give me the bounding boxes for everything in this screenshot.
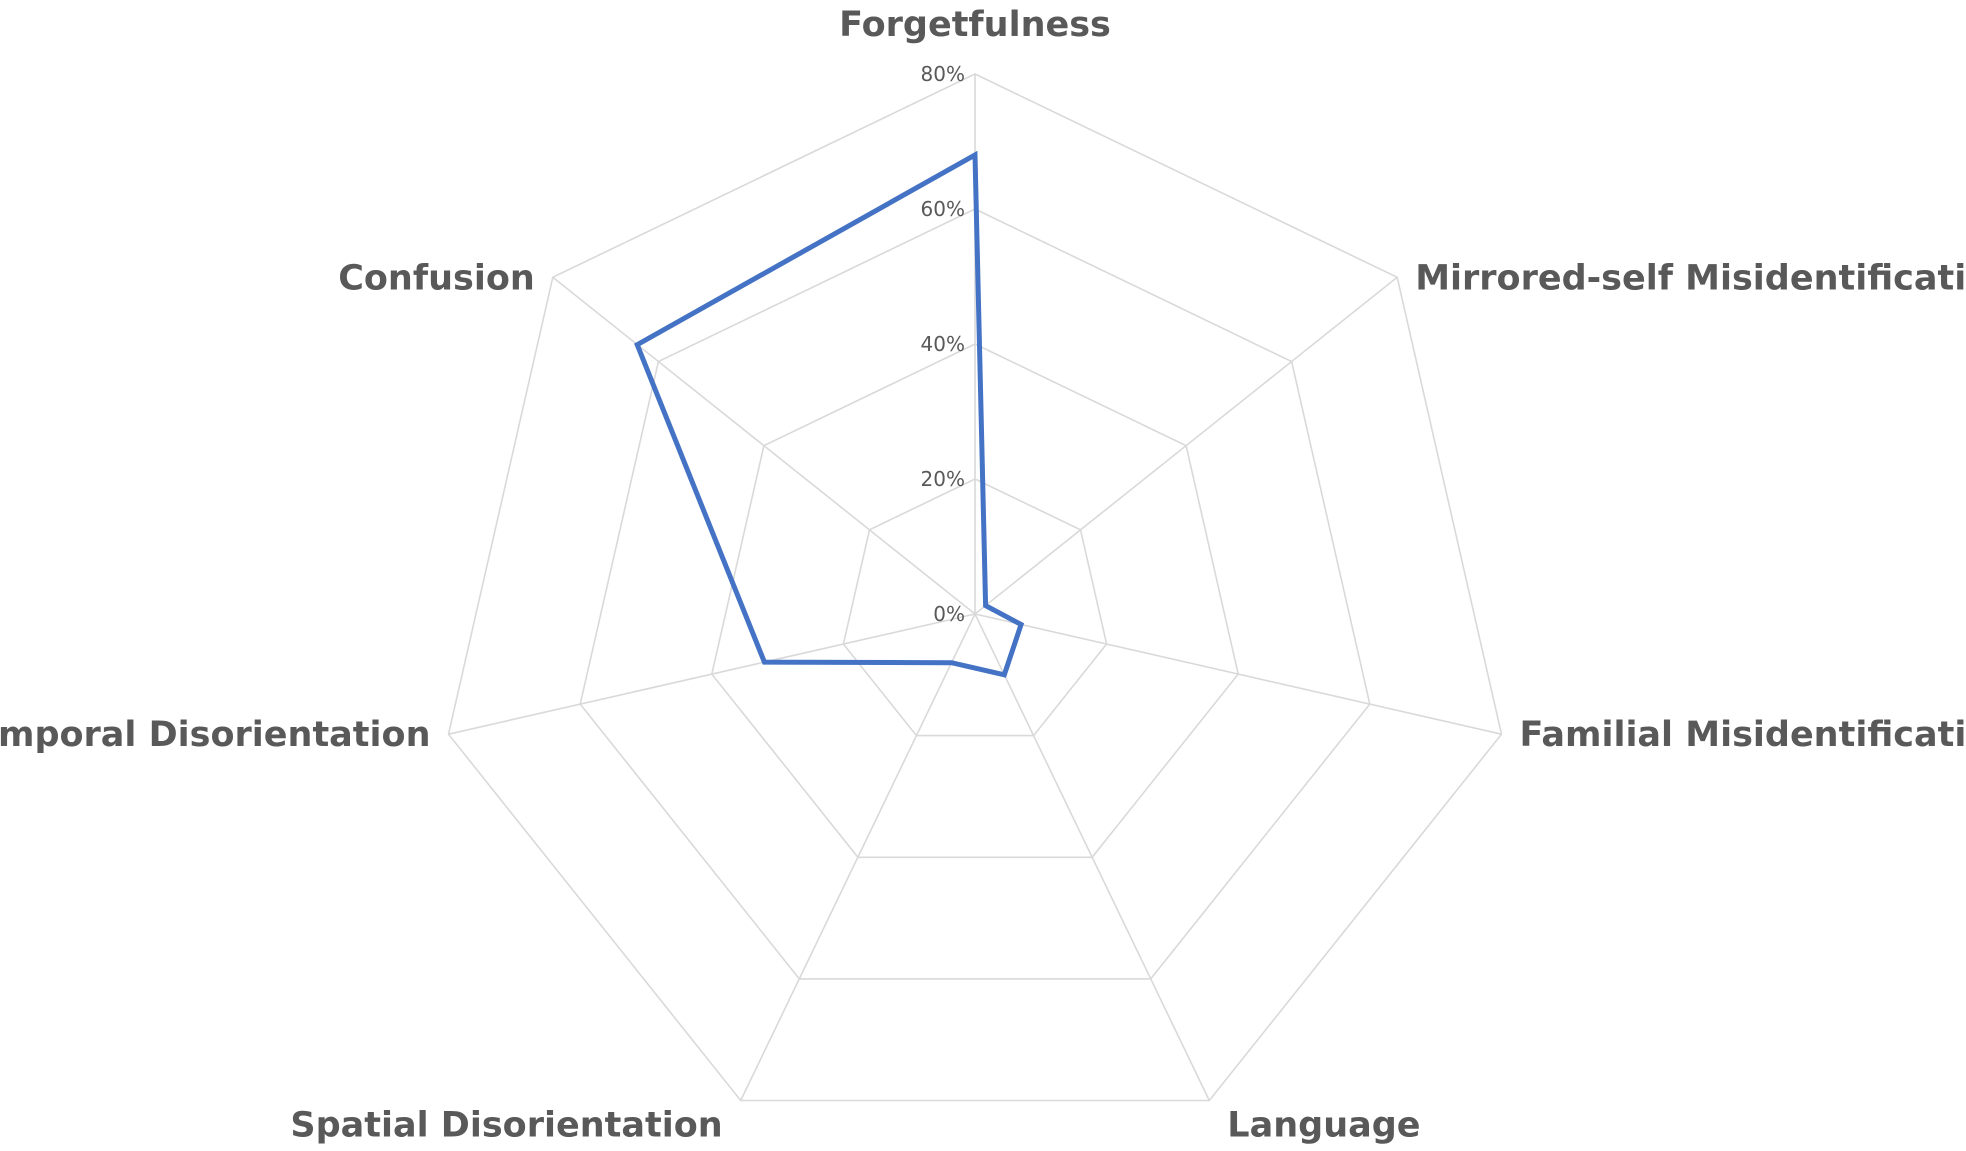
grid-spoke [974,276,1398,615]
radial-tick-labels: 0% 20% 40% 60% 80% [921,62,965,626]
grid-spoke [974,613,1502,735]
grid-ring [842,478,1108,737]
grid-ring [447,73,1503,1102]
category-labels: Forgetfulness Mirrored-self Misidentifica… [0,5,1966,1146]
tick-label: 80% [921,62,965,86]
tick-label: 60% [921,197,965,221]
category-label: Mirrored-self Misidentification [1415,258,1966,298]
tick-label: 20% [921,467,965,491]
grid-spoke [448,613,976,735]
category-label: Forgetfulness [839,5,1111,45]
grid-spoke [974,613,1211,1101]
grid-spoke [739,613,976,1101]
grid-ring [579,208,1371,980]
radar-grid [447,73,1503,1102]
series-layer [634,150,1025,678]
category-label: Confusion [338,258,535,298]
grid-spoke [552,276,976,615]
tick-label: 0% [933,602,965,626]
category-label: Language [1227,1106,1420,1146]
grid-ring [710,343,1240,859]
category-label: Temporal Disorientation [0,715,431,755]
category-label: Familial Misidentification [1520,715,1966,755]
series-line [634,150,1025,678]
category-label: Spatial Disorientation [290,1106,722,1146]
tick-label: 40% [921,332,965,356]
